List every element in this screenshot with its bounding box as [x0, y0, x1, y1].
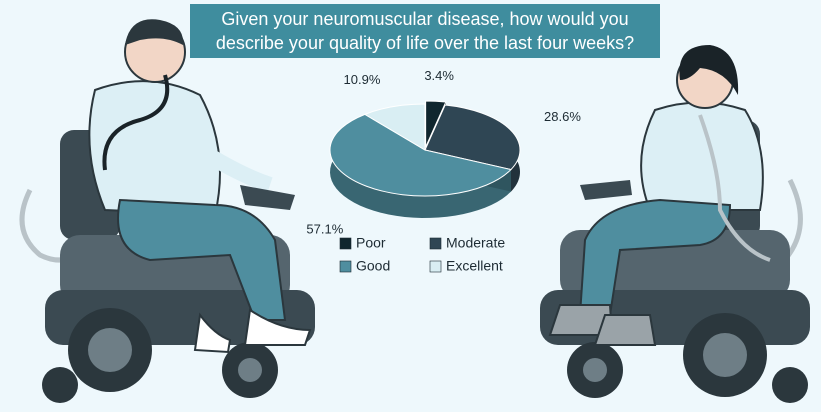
chart: 3.4% 28.6% 57.1% 10.9% Poor Moderate Good Exce…: [0, 0, 821, 412]
slice-label: 10.9%: [344, 72, 381, 87]
legend-label: Excellent: [446, 258, 503, 274]
page: {"chart_data": {"type": "pie", "title": …: [0, 0, 821, 412]
legend-swatch: [430, 261, 441, 272]
slice-label: 3.4%: [424, 68, 454, 83]
legend-swatch: [430, 238, 441, 249]
slice-label: 57.1%: [306, 222, 343, 237]
illustration-right: [540, 45, 810, 403]
slice-label: 28.6%: [544, 109, 581, 124]
legend-label: Good: [356, 258, 390, 274]
chart-title: Given your neuromuscular disease, how wo…: [190, 4, 660, 58]
legend-label: Moderate: [446, 235, 505, 251]
illustration-left: [22, 19, 315, 403]
legend: Poor Moderate Good Excellent: [340, 235, 505, 274]
pie: [330, 101, 520, 218]
legend-swatch: [340, 238, 351, 249]
legend-swatch: [340, 261, 351, 272]
legend-label: Poor: [356, 235, 386, 251]
